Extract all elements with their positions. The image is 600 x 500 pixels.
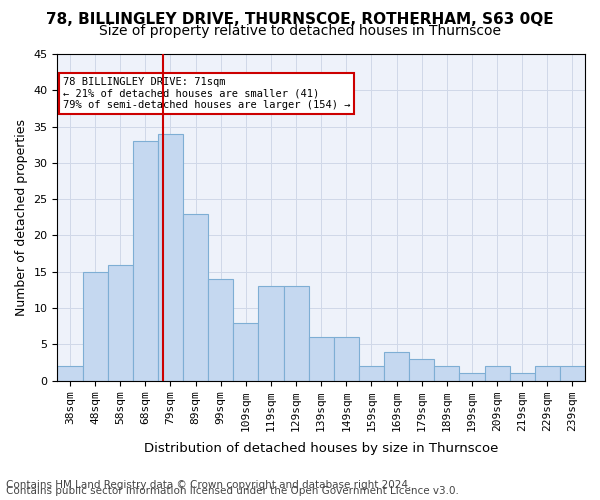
Bar: [460, 374, 485, 380]
Bar: [284, 286, 308, 380]
Text: 78 BILLINGLEY DRIVE: 71sqm
← 21% of detached houses are smaller (41)
79% of semi: 78 BILLINGLEY DRIVE: 71sqm ← 21% of deta…: [62, 77, 350, 110]
Bar: [208, 279, 233, 380]
Bar: [535, 366, 560, 380]
Bar: [509, 374, 535, 380]
Text: Size of property relative to detached houses in Thurnscoe: Size of property relative to detached ho…: [99, 24, 501, 38]
Bar: [560, 366, 585, 380]
Bar: [409, 359, 434, 380]
Bar: [133, 141, 158, 380]
Text: Contains public sector information licensed under the Open Government Licence v3: Contains public sector information licen…: [6, 486, 459, 496]
Bar: [485, 366, 509, 380]
Bar: [334, 337, 359, 380]
Bar: [233, 322, 259, 380]
Bar: [384, 352, 409, 380]
Bar: [58, 366, 83, 380]
Y-axis label: Number of detached properties: Number of detached properties: [15, 119, 28, 316]
Bar: [359, 366, 384, 380]
Text: 78, BILLINGLEY DRIVE, THURNSCOE, ROTHERHAM, S63 0QE: 78, BILLINGLEY DRIVE, THURNSCOE, ROTHERH…: [46, 12, 554, 28]
Bar: [183, 214, 208, 380]
Bar: [107, 264, 133, 380]
Text: Contains HM Land Registry data © Crown copyright and database right 2024.: Contains HM Land Registry data © Crown c…: [6, 480, 412, 490]
Bar: [158, 134, 183, 380]
Bar: [308, 337, 334, 380]
X-axis label: Distribution of detached houses by size in Thurnscoe: Distribution of detached houses by size …: [144, 442, 499, 455]
Bar: [83, 272, 107, 380]
Bar: [434, 366, 460, 380]
Bar: [259, 286, 284, 380]
